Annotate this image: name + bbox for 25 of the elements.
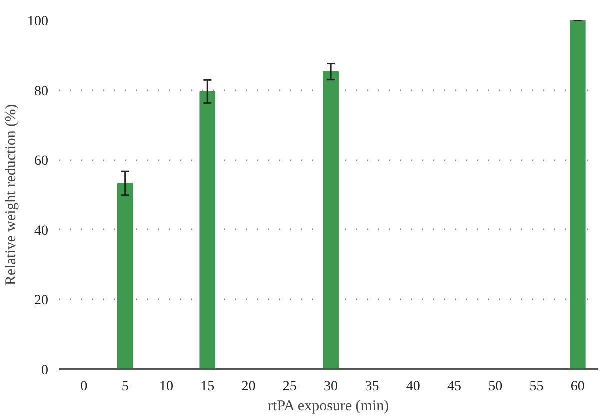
x-tick-label: 50 [488, 380, 503, 394]
y-tick-label: 60 [34, 154, 48, 170]
x-tick-label: 5 [122, 380, 129, 394]
x-tick-label: 0 [80, 380, 88, 394]
y-axis-title: Relative weight reduction (%) [4, 104, 20, 286]
x-axis-title: rtPA exposure (min) [268, 398, 390, 414]
x-tick-label: 10 [159, 380, 174, 394]
x-tick-label: 15 [200, 380, 215, 394]
x-tick-label: 20 [242, 380, 256, 394]
x-tick-label: 60 [570, 380, 585, 394]
bar [200, 91, 216, 370]
x-tick-label: 35 [365, 380, 380, 394]
bar [323, 71, 339, 370]
y-tick-label: 0 [42, 364, 48, 378]
x-tick-label: 30 [324, 380, 338, 394]
x-tick-label: 45 [447, 380, 462, 394]
x-tick-label: 55 [530, 380, 544, 394]
bar [117, 182, 134, 370]
y-tick-label: 80 [34, 84, 48, 100]
y-tick-label: 100 [28, 14, 48, 30]
y-tick-label: 40 [34, 224, 48, 239]
x-tick-label: 25 [282, 380, 297, 394]
bar [570, 20, 586, 370]
y-tick-label: 20 [34, 294, 48, 309]
x-tick-label: 40 [406, 380, 420, 394]
